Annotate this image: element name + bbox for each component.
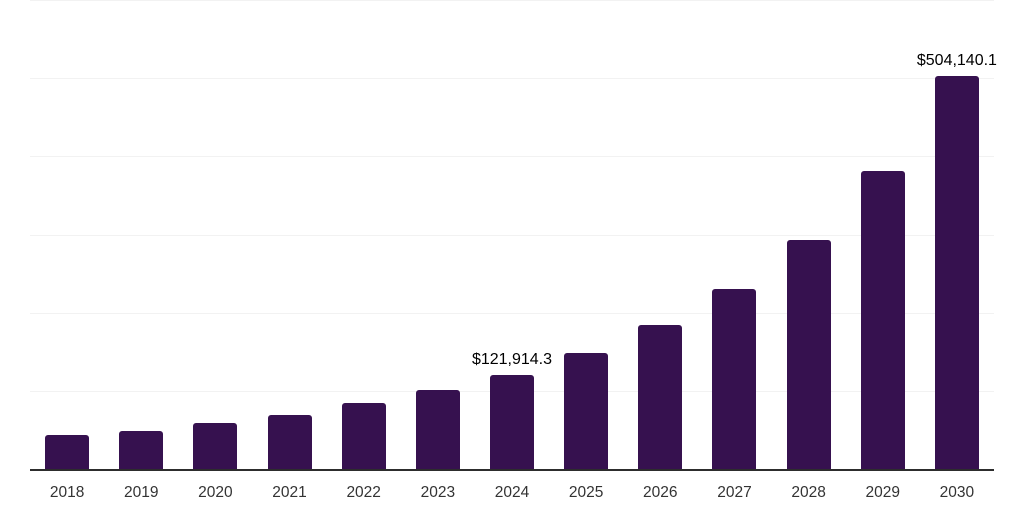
data-label-2030: $504,140.1 bbox=[916, 51, 997, 69]
bar-2023 bbox=[415, 389, 460, 470]
bar-2026 bbox=[638, 325, 683, 470]
gridline bbox=[30, 234, 994, 236]
bar-slot-2018 bbox=[30, 1, 104, 470]
x-tick-2019: 2019 bbox=[123, 484, 159, 501]
x-tick-2021: 2021 bbox=[272, 484, 307, 501]
x-tick-2029: 2029 bbox=[865, 484, 900, 501]
bar-slot-2021 bbox=[252, 1, 326, 470]
x-tick-2023: 2023 bbox=[420, 484, 456, 501]
bar-2028 bbox=[786, 240, 831, 470]
bar-slot-2020 bbox=[178, 1, 252, 470]
bar-2018 bbox=[45, 435, 90, 470]
x-tick-2025: 2025 bbox=[568, 484, 604, 501]
bar-slot-2022 bbox=[327, 1, 401, 470]
data-label-2024: $121,914.3 bbox=[471, 350, 553, 368]
bar-slot-2025 bbox=[549, 1, 623, 470]
bar-slot-2024: $121,914.3 bbox=[471, 1, 553, 470]
x-tick-2027: 2027 bbox=[717, 484, 752, 501]
bar-2020 bbox=[193, 422, 238, 470]
x-tick-2018: 2018 bbox=[49, 484, 85, 501]
x-tick-2026: 2026 bbox=[643, 484, 678, 501]
gridline bbox=[30, 312, 994, 314]
bar-2024 bbox=[489, 374, 534, 470]
bar-2019 bbox=[119, 430, 164, 470]
bar-slot-2019 bbox=[104, 1, 178, 470]
x-tick-2020: 2020 bbox=[198, 484, 233, 501]
bar-2027 bbox=[712, 289, 757, 470]
x-tick-2028: 2028 bbox=[791, 484, 826, 501]
bar-slot-2023 bbox=[401, 1, 475, 470]
bar-2029 bbox=[860, 171, 905, 470]
bar-2025 bbox=[564, 353, 609, 470]
bar-2030 bbox=[934, 75, 979, 470]
x-tick-2030: 2030 bbox=[939, 484, 975, 501]
bar-slot-2030: $504,140.1 bbox=[916, 1, 997, 470]
x-tick-2024: 2024 bbox=[494, 484, 530, 501]
bar-2022 bbox=[341, 403, 386, 470]
x-axis-labels: 2018 2019 2020 2021 2022 2023 2024 2025 2026 2027… bbox=[30, 484, 994, 506]
plot-area: $121,914.3 $504,140.1 bbox=[30, 0, 997, 470]
gridline bbox=[30, 0, 994, 1]
gridline bbox=[30, 156, 994, 158]
x-axis-line bbox=[30, 469, 994, 471]
bar-slot-2028 bbox=[772, 1, 846, 470]
x-tick-2022: 2022 bbox=[346, 484, 381, 501]
bar-2021 bbox=[267, 414, 312, 470]
gridline bbox=[30, 78, 994, 80]
bar-slot-2027 bbox=[697, 1, 771, 470]
bar-slot-2026 bbox=[623, 1, 697, 470]
bar-slot-2029 bbox=[846, 1, 920, 470]
